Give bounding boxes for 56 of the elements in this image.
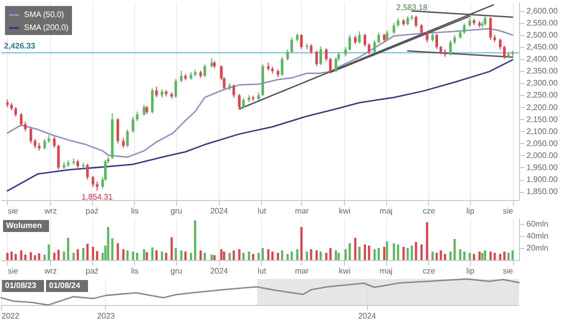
x-tick-label: mar [295, 266, 310, 276]
x-tick-label: 2022 [2, 312, 20, 320]
x-tick-label: maj [380, 266, 393, 276]
x-tick-label: 2024 [358, 312, 377, 320]
x-tick-label: lis [131, 266, 139, 276]
chart-title: Wolumen [6, 221, 42, 230]
y-tick-label: 2,500.00 [526, 30, 558, 40]
x-tick-label: sie [502, 206, 514, 216]
x-tick-label: kwi [338, 266, 351, 276]
x-tick-label: mar [295, 206, 310, 216]
y-tick-label: 20mln [526, 244, 548, 252]
x-tick-label: maj [380, 206, 393, 216]
y-tick-label: 2,100.00 [526, 126, 558, 136]
x-tick-label: kwi [338, 206, 351, 216]
x-tick-label: paź [86, 206, 99, 216]
x-tick-label: cze [422, 266, 436, 276]
y-tick-label: 2,450.00 [526, 42, 558, 52]
ref-line-label: 2,426.33 [4, 42, 36, 51]
annotation: 2,583.18 [396, 2, 428, 12]
x-tick-label: 2024 [210, 206, 229, 216]
y-tick-label: 2,050.00 [526, 138, 558, 148]
x-tick-label: lut [258, 266, 267, 276]
x-tick-label: cze [422, 206, 436, 216]
x-tick-label: wrz [43, 266, 57, 276]
y-tick-label: 2,350.00 [526, 66, 558, 76]
y-tick-label: 2,550.00 [526, 18, 558, 28]
x-tick-label: paź [86, 266, 99, 276]
x-tick-label: wrz [43, 206, 57, 216]
y-tick-label: 2,150.00 [526, 114, 558, 124]
y-tick-label: 40mln [526, 232, 548, 240]
x-tick-label: sie [8, 266, 19, 276]
y-tick-label: 2,000.00 [526, 150, 558, 160]
x-tick-label: sie [8, 206, 19, 216]
annotation: 1,854.31 [82, 192, 114, 202]
legend-label: SMA (200,0) [24, 23, 69, 32]
y-tick-label: 1,850.00 [526, 187, 558, 196]
y-tick-label: 2,200.00 [526, 102, 558, 112]
x-tick-label: gru [170, 206, 182, 216]
y-tick-label: 2,250.00 [526, 90, 558, 100]
x-tick-label: gru [170, 266, 182, 276]
x-tick-label: lut [258, 206, 267, 216]
y-tick-label: 60mln [526, 220, 548, 228]
x-tick-label: 2024 [210, 266, 229, 276]
x-tick-label: lip [466, 266, 475, 276]
annotation: 01/08/23 [5, 281, 37, 290]
y-tick-label: 1,900.00 [526, 175, 558, 184]
x-tick-label: 2023 [97, 312, 116, 320]
y-tick-label: 2,300.00 [526, 78, 558, 88]
x-tick-label: lis [131, 206, 139, 216]
y-tick-label: 2,400.00 [526, 54, 558, 64]
annotation: 01/08/24 [49, 281, 81, 290]
x-tick-label: lip [466, 206, 475, 216]
legend-label: SMA (50,0) [24, 10, 64, 19]
x-tick-label: sie [502, 266, 514, 276]
y-tick-label: 2,600.00 [526, 6, 558, 16]
y-tick-label: 1,950.00 [526, 162, 558, 172]
